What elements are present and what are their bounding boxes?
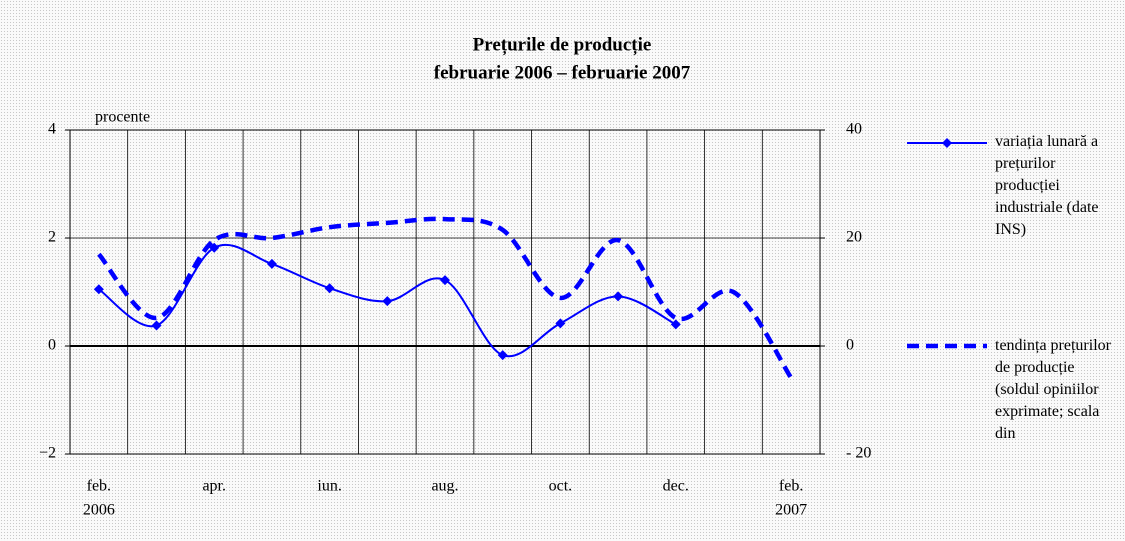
y-tick-label: −2 (39, 445, 56, 462)
data-point (151, 320, 162, 331)
legend-label: variația lunară a prețurilor producției … (995, 133, 1099, 238)
x-tick-label: iun. (317, 478, 341, 495)
x-year-label: 2007 (775, 502, 807, 519)
y2-tick-label: 0 (846, 337, 854, 354)
x-tick-label: aug. (431, 478, 458, 495)
data-point (497, 350, 508, 361)
chart-title: Prețurile de producție (473, 34, 652, 55)
x-year-label: 2006 (83, 502, 115, 519)
data-point (324, 283, 335, 294)
data-point (613, 291, 624, 302)
x-tick-label: apr. (202, 478, 226, 495)
data-point (93, 284, 104, 295)
x-tick-label: oct. (549, 478, 573, 495)
legend-label: tendința prețurilor de producție (soldul… (995, 337, 1111, 442)
x-tick-label: dec. (663, 478, 689, 495)
data-point (382, 296, 393, 307)
y-tick-label: 0 (48, 337, 56, 354)
y2-tick-label: - 20 (846, 445, 871, 462)
y-axis-label: procente (95, 109, 150, 126)
y2-tick-label: 20 (846, 229, 862, 246)
y-tick-label: 4 (48, 121, 56, 138)
x-tick-label: feb. (87, 478, 111, 495)
series-line (97, 216, 794, 380)
legend-marker (942, 138, 952, 148)
y2-tick-label: 40 (846, 121, 862, 138)
data-point (266, 258, 277, 269)
x-tick-label: feb. (779, 478, 803, 495)
chart-subtitle: februarie 2006 – februarie 2007 (434, 62, 691, 83)
data-point (670, 319, 681, 330)
data-point (440, 275, 450, 286)
data-point (555, 318, 566, 329)
y-tick-label: 2 (48, 229, 56, 246)
